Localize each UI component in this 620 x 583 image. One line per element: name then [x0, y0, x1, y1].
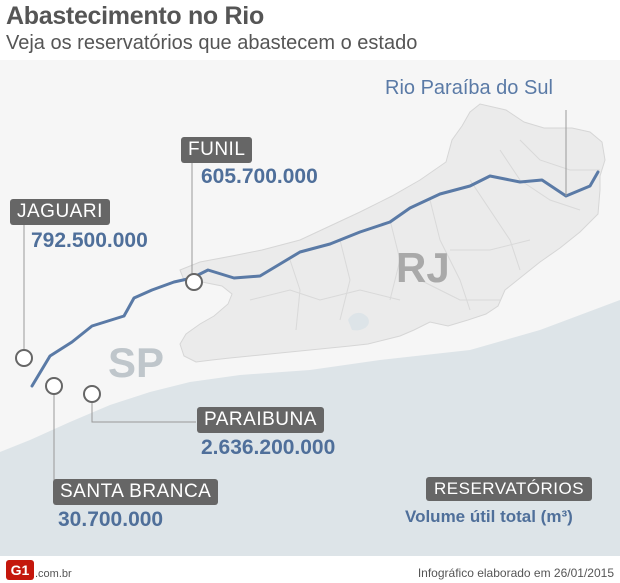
g1-logo-icon: G1	[6, 560, 34, 580]
page-subtitle: Veja os reservatórios que abastecem o es…	[6, 32, 418, 54]
rj-land	[179, 103, 606, 363]
reservoir-marker-funil	[185, 273, 203, 291]
logo-domain: .com.br	[35, 568, 72, 580]
reservoir-tag-jaguari: JAGUARI	[10, 199, 110, 225]
page-title: Abastecimento no Rio	[6, 2, 264, 30]
legend-subtitle: Volume útil total (m³)	[405, 507, 573, 526]
reservoir-marker-jaguari	[15, 349, 33, 367]
leader-lines	[23, 110, 567, 492]
reservoir-marker-paraibuna	[83, 385, 101, 403]
footer-credit: Infográfico elaborado em 26/01/2015	[417, 566, 614, 580]
reservoir-volume-jaguari: 792.500.000	[31, 229, 148, 252]
footer	[0, 556, 620, 583]
bay	[348, 312, 369, 331]
river-paraiba-do-sul	[30, 170, 600, 388]
reservoir-volume-paraibuna: 2.636.200.000	[201, 436, 336, 459]
reservoir-marker-santa-branca	[45, 377, 63, 395]
map	[0, 60, 620, 556]
logo-text: G1	[11, 562, 30, 578]
municipal-borders	[249, 139, 600, 331]
reservoir-volume-santa-branca: 30.700.000	[58, 508, 164, 531]
legend-tag: RESERVATÓRIOS	[426, 477, 593, 501]
state-label-rj: RJ	[396, 244, 450, 291]
reservoir-tag-santa-branca: SANTA BRANCA	[53, 479, 219, 505]
river-label: Rio Paraíba do Sul	[385, 77, 553, 99]
reservoir-tag-funil: FUNIL	[181, 137, 253, 163]
reservoir-tag-paraibuna: PARAIBUNA	[197, 407, 324, 433]
state-label-sp: SP	[108, 339, 165, 386]
reservoir-volume-funil: 605.700.000	[201, 165, 318, 188]
header: Abastecimento no Rio Veja os reservatóri…	[0, 0, 620, 62]
